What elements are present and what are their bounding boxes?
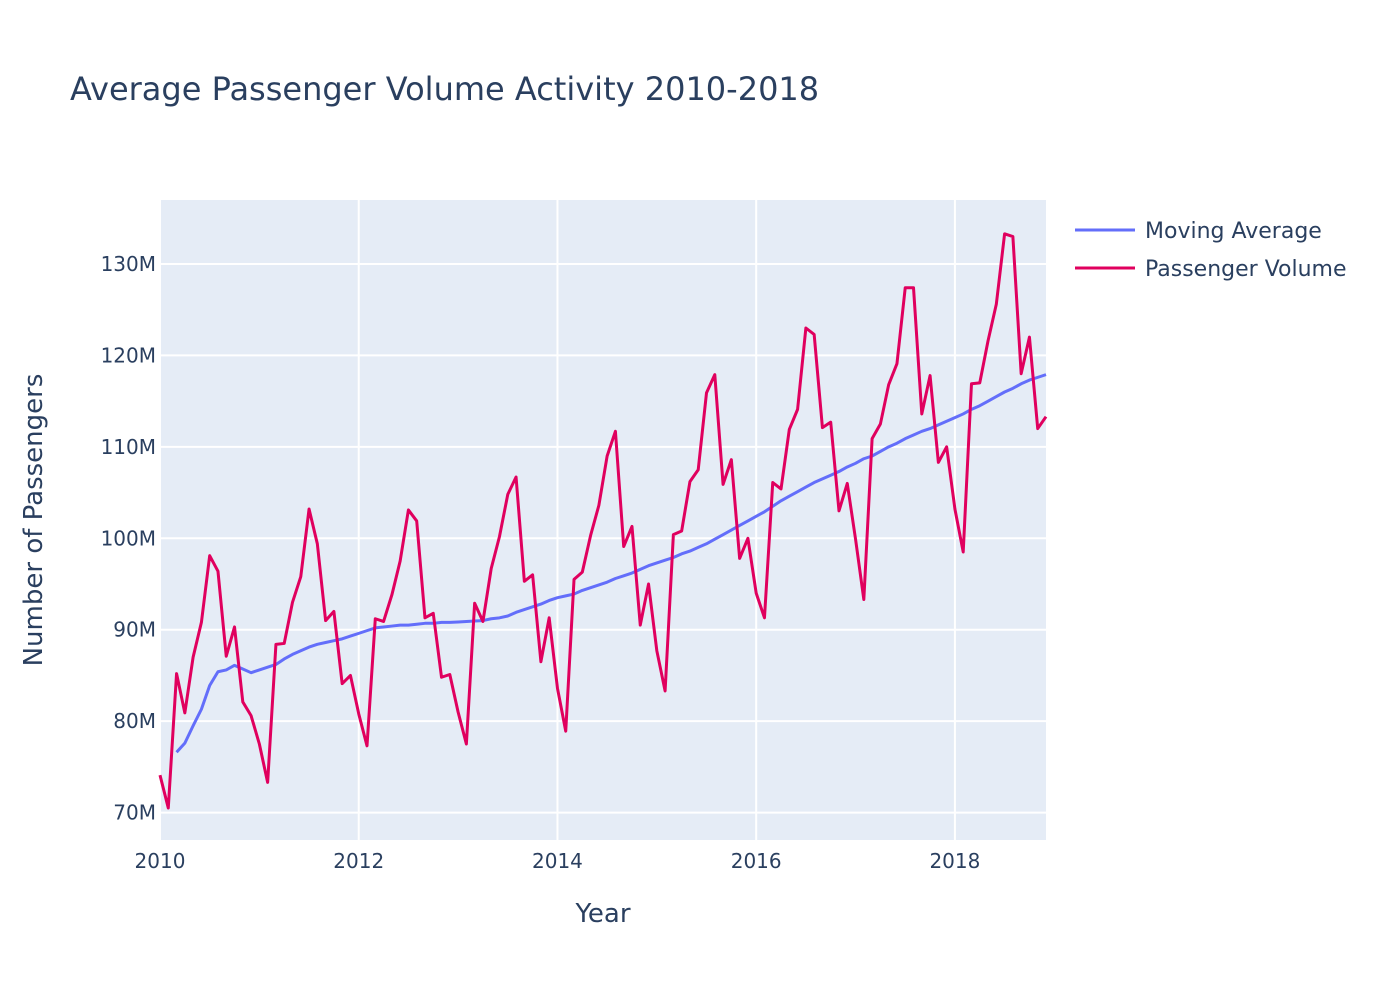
- y-axis-ticks: 70M 80M 90M 100M 110M 120M 130M: [101, 252, 156, 825]
- x-tick-label: 2014: [532, 849, 583, 873]
- x-tick-label: 2012: [333, 849, 384, 873]
- y-tick-label: 70M: [113, 801, 156, 825]
- x-tick-label: 2016: [731, 849, 782, 873]
- y-tick-label: 120M: [101, 343, 156, 367]
- series-lines: [158, 232, 1048, 810]
- y-tick-label: 80M: [113, 709, 156, 733]
- y-tick-label: 130M: [101, 252, 156, 276]
- x-axis-ticks: 2010 2012 2014 2016 2018: [135, 849, 981, 873]
- legend-label-passenger-volume: Passenger Volume: [1145, 257, 1347, 282]
- chart-title: Average Passenger Volume Activity 2010-2…: [70, 70, 819, 108]
- y-tick-label: 100M: [101, 526, 156, 550]
- legend: Moving Average Passenger Volume: [1075, 219, 1347, 282]
- x-tick-label: 2010: [135, 849, 186, 873]
- series-line-passenger-volume: [158, 232, 1048, 810]
- series-line-moving-average: [175, 373, 1047, 754]
- x-tick-label: 2018: [929, 849, 980, 873]
- y-tick-label: 90M: [113, 618, 156, 642]
- legend-label-moving-average: Moving Average: [1145, 219, 1322, 244]
- y-tick-label: 110M: [101, 435, 156, 459]
- x-axis-label: Year: [574, 899, 630, 929]
- gridlines: [159, 200, 1046, 840]
- y-axis-label: Number of Passengers: [19, 374, 49, 667]
